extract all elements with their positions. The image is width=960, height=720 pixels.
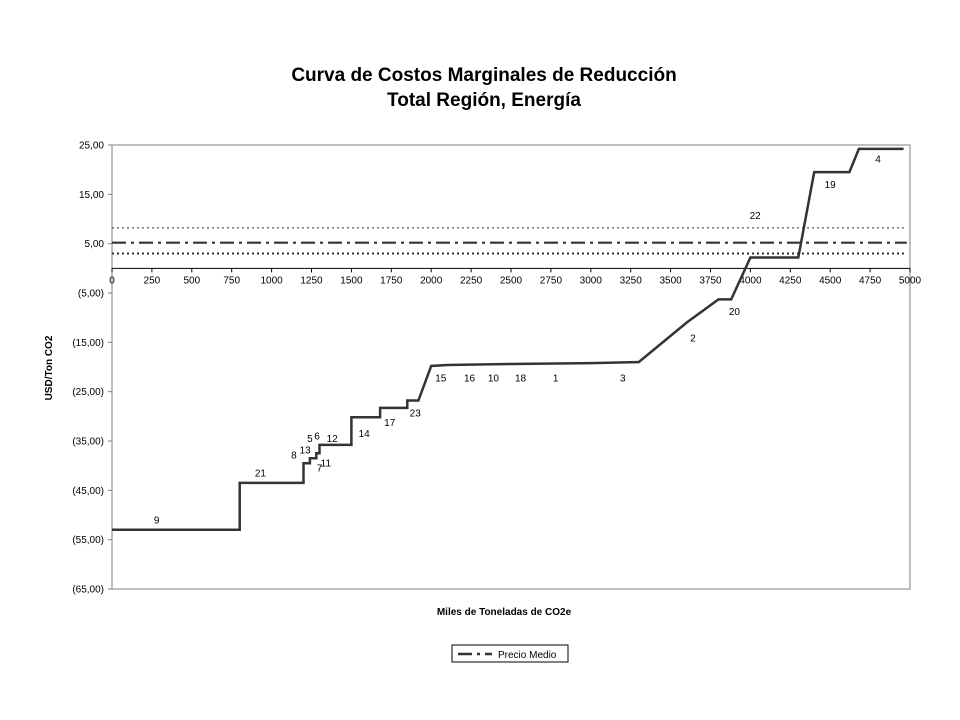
measure-label: 13 — [300, 445, 312, 456]
x-tick-label: 4000 — [739, 275, 762, 286]
y-tick-label: (5,00) — [78, 289, 104, 300]
x-tick-label: 3000 — [580, 275, 603, 286]
measure-label: 16 — [464, 373, 476, 384]
y-tick-label: (45,00) — [72, 486, 104, 497]
x-axis: 0 250 500 750 1000 1250 1500 1750 2000 2250 2500 27… — [109, 267, 922, 286]
series-line-0-solid — [112, 147, 904, 532]
measure-label: 21 — [255, 469, 267, 480]
y-tick-label: 15,00 — [79, 190, 104, 201]
measure-label: 10 — [488, 373, 500, 384]
x-axis-title: Miles de Toneladas de CO2e — [437, 607, 572, 618]
measure-label: 9 — [154, 515, 160, 526]
measure-label: 11 — [321, 459, 332, 470]
y-tick-label: (55,00) — [72, 535, 104, 546]
legend-label-precio-medio: Precio Medio — [498, 650, 557, 661]
measure-label: 5 — [307, 434, 313, 445]
y-tick-label: (35,00) — [72, 437, 104, 448]
x-tick-label: 750 — [223, 275, 240, 286]
measure-label: 18 — [515, 373, 527, 384]
x-tick-label: 1000 — [260, 275, 283, 286]
x-tick-label: 3750 — [699, 275, 722, 286]
x-tick-label: 500 — [183, 275, 200, 286]
measure-label: 6 — [314, 432, 320, 443]
measure-label: 8 — [291, 450, 297, 461]
legend: Precio Medio — [451, 644, 569, 663]
x-tick-label: 250 — [144, 275, 161, 286]
measure-label: 7 — [317, 464, 323, 475]
x-tick-label: 1500 — [340, 275, 363, 286]
x-tick-label: 5000 — [899, 275, 922, 286]
measure-label: 3 — [620, 373, 626, 384]
x-tick-label: 1250 — [300, 275, 323, 286]
y-tick-label: (15,00) — [72, 338, 104, 349]
x-tick-label: 2500 — [500, 275, 523, 286]
measure-label: 20 — [729, 307, 741, 318]
y-tick-label: (25,00) — [72, 387, 104, 398]
x-tick-label: 1750 — [380, 275, 403, 286]
measure-label: 4 — [875, 154, 881, 165]
x-tick-label: 4250 — [779, 275, 802, 286]
y-tick-label: (65,00) — [72, 585, 104, 596]
x-tick-label: 3500 — [659, 275, 682, 286]
x-tick-label: 0 — [109, 275, 115, 286]
x-tick-label: 2000 — [420, 275, 443, 286]
measure-label: 12 — [327, 434, 339, 445]
measure-label: 14 — [359, 429, 371, 440]
measure-label: 23 — [410, 408, 422, 419]
chart-title: Curva de Costos Marginales de Reducción — [291, 65, 676, 86]
chart-subtitle: Total Región, Energía — [387, 90, 581, 111]
y-tick-label: 25,00 — [79, 141, 104, 152]
y-tick-label: 5,00 — [85, 239, 105, 250]
x-tick-label: 2250 — [460, 275, 483, 286]
measure-label: 1 — [553, 373, 559, 384]
measure-label: 2 — [690, 333, 696, 344]
x-tick-label: 4750 — [859, 275, 882, 286]
y-axis: 25,00 15,00 5,00 (5,00) (15,00) (25,00) (35,00… — [72, 141, 112, 596]
series-layer — [112, 147, 907, 532]
y-axis-title: USD/Ton CO2 — [44, 335, 55, 400]
x-tick-label: 2750 — [540, 275, 563, 286]
legend-box — [451, 644, 569, 663]
measure-label: 17 — [384, 418, 396, 429]
x-tick-label: 4500 — [819, 275, 842, 286]
measure-label: 19 — [825, 180, 837, 191]
measure-label: 15 — [435, 373, 447, 384]
x-tick-label: 3250 — [620, 275, 643, 286]
plot-area — [111, 144, 911, 590]
measure-label: 22 — [750, 211, 762, 222]
